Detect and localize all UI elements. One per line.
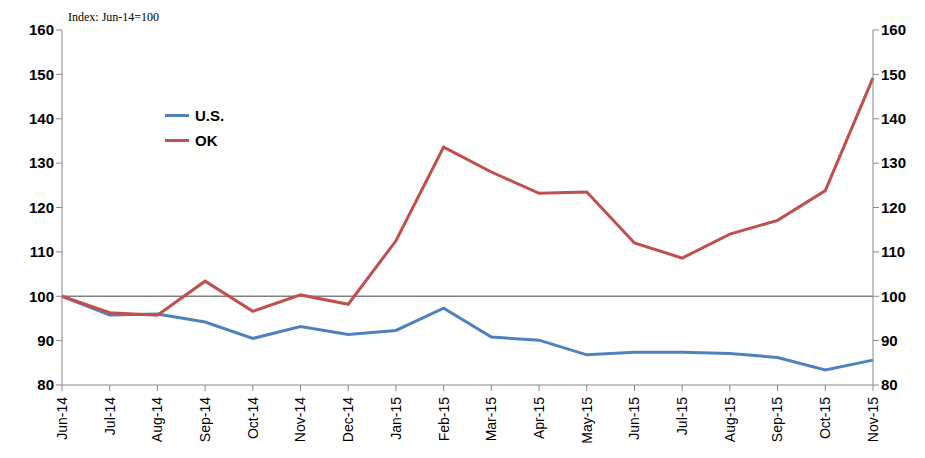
svg-text:90: 90: [881, 332, 898, 349]
svg-text:130: 130: [29, 154, 54, 171]
svg-text:Oct-14: Oct-14: [245, 397, 261, 439]
svg-text:Feb-15: Feb-15: [436, 397, 452, 442]
svg-text:140: 140: [881, 110, 906, 127]
svg-text:150: 150: [881, 66, 906, 83]
html-text:OK: OK: [195, 132, 218, 149]
html-text:U.S.: U.S.: [195, 107, 225, 124]
svg-text:100: 100: [881, 288, 906, 305]
svg-text:Jul-15: Jul-15: [674, 397, 690, 435]
svg-text:110: 110: [30, 243, 54, 260]
svg-text:100: 100: [29, 288, 54, 305]
svg-text:110: 110: [881, 243, 905, 260]
svg-text:80: 80: [881, 376, 898, 393]
svg-text:Jun-15: Jun-15: [626, 397, 642, 440]
svg-text:120: 120: [29, 199, 54, 216]
svg-text:160: 160: [881, 21, 906, 38]
svg-text:Oct-15: Oct-15: [817, 397, 833, 439]
svg-text:150: 150: [29, 66, 54, 83]
svg-text:Jul-14: Jul-14: [102, 397, 118, 435]
svg-text:May-15: May-15: [579, 397, 595, 444]
svg-text:Jun-14: Jun-14: [54, 397, 70, 440]
svg-text:130: 130: [881, 154, 906, 171]
svg-text:Mar-15: Mar-15: [483, 397, 499, 442]
svg-text:Aug-15: Aug-15: [722, 397, 738, 442]
svg-text:Nov-14: Nov-14: [292, 397, 308, 442]
svg-text:90: 90: [37, 332, 54, 349]
svg-text:Nov-15: Nov-15: [865, 397, 881, 442]
svg-text:Sep-15: Sep-15: [769, 397, 785, 442]
svg-text:Apr-15: Apr-15: [531, 397, 547, 439]
svg-text:Aug-14: Aug-14: [149, 397, 165, 442]
svg-text:80: 80: [37, 376, 54, 393]
svg-text:140: 140: [29, 110, 54, 127]
svg-text:Jan-15: Jan-15: [388, 397, 404, 440]
svg-text:Sep-14: Sep-14: [197, 397, 213, 442]
svg-text:Dec-14: Dec-14: [340, 397, 356, 442]
svg-text:120: 120: [881, 199, 906, 216]
svg-text:160: 160: [29, 21, 54, 38]
html-text:Index: Jun-14=100: Index: Jun-14=100: [68, 10, 160, 24]
